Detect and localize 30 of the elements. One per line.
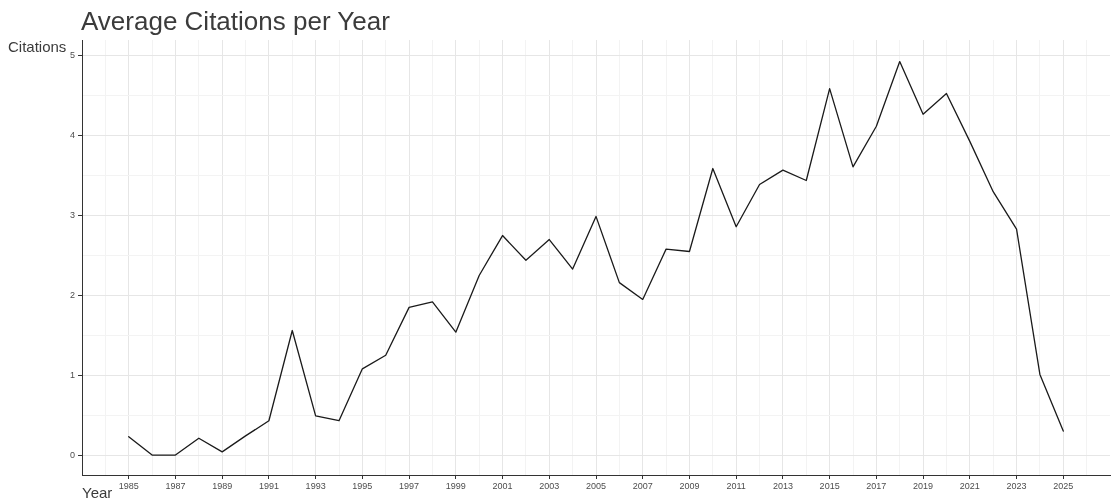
x-tick-label: 2023	[1006, 480, 1027, 491]
y-axis-title: Citations	[8, 38, 67, 56]
x-tick-label: 2021	[959, 480, 980, 491]
x-axis-title: Year	[82, 484, 113, 502]
x-tick-label: 2001	[492, 480, 513, 491]
x-tick-label: 2007	[632, 480, 653, 491]
y-tick-label: 5	[69, 50, 75, 61]
x-tick-label: 1993	[305, 480, 326, 491]
x-tick-label: 2009	[679, 480, 700, 491]
x-tick-label: 1989	[212, 480, 233, 491]
chart-title: Average Citations per Year	[81, 6, 390, 36]
x-tick-label: 2025	[1053, 480, 1074, 491]
x-tick-label: 1987	[165, 480, 186, 491]
y-tick-label: 3	[69, 210, 75, 221]
x-tick-label: 2005	[585, 480, 607, 491]
x-tick-label: 1997	[399, 480, 420, 491]
x-tick-label: 2011	[726, 480, 746, 491]
x-tick-label: 1991	[258, 480, 279, 491]
y-tick-label: 4	[69, 130, 75, 141]
x-tick-label: 1985	[118, 480, 139, 491]
x-tick-label: 1995	[352, 480, 373, 491]
y-tick-label: 1	[69, 369, 75, 380]
y-tick-label: 2	[69, 289, 75, 300]
x-tick-label: 1999	[445, 480, 466, 491]
x-tick-label: 2017	[866, 480, 887, 491]
y-tick-label: 0	[69, 449, 75, 460]
x-tick-label: 2003	[539, 480, 560, 491]
x-tick-label: 2019	[913, 480, 934, 491]
x-tick-label: 2015	[819, 480, 840, 491]
x-tick-label: 2013	[772, 480, 793, 491]
